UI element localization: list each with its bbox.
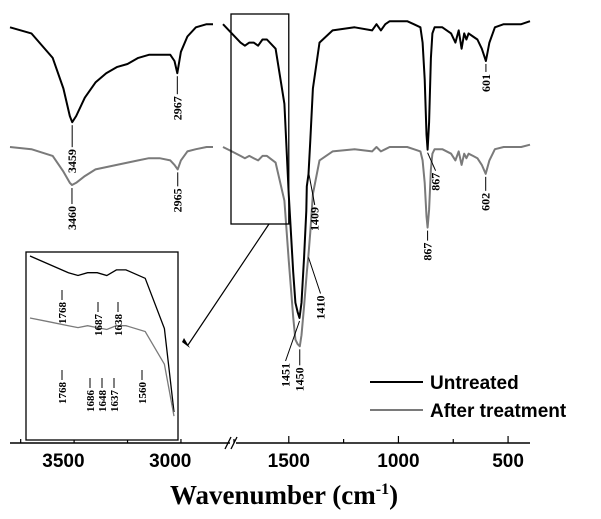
peak-label: 1410 xyxy=(314,295,328,319)
peak-label: 3460 xyxy=(65,206,79,230)
peak-annotations: 3459 2967 867 601 1409 3460 2965 867 602 1410 1451… xyxy=(65,63,493,391)
x-tick-label: 500 xyxy=(492,451,524,472)
inset-peak-label: 1768 xyxy=(57,382,69,405)
peak-leader-line xyxy=(308,257,321,294)
x-tick-label: 1500 xyxy=(268,451,310,472)
peak-label: 3459 xyxy=(65,149,79,173)
inset-frame xyxy=(25,251,179,441)
peak-label: 867 xyxy=(429,173,443,191)
series-line-after-treatment-right xyxy=(222,143,531,348)
inset-series-line xyxy=(29,255,175,413)
series-line-after-treatment-left xyxy=(9,146,213,186)
x-axis-title: Wavenumber (cm-1) xyxy=(170,480,398,510)
inset-series-line xyxy=(29,317,175,417)
peak-label: 1450 xyxy=(293,367,307,391)
peak-label: 602 xyxy=(479,193,493,211)
zoom-arrow xyxy=(187,223,270,346)
series-line-untreated-right xyxy=(222,20,531,319)
series-layer xyxy=(9,20,531,348)
axes: 3500 3000 1500 1000 500 xyxy=(10,436,530,472)
inset-peak-label: 1648 xyxy=(97,390,109,413)
peak-label: 1409 xyxy=(308,207,322,231)
peak-leader-line xyxy=(427,152,437,171)
x-tick-label: 3500 xyxy=(42,451,84,472)
inset-peak-label: 1686 xyxy=(85,390,97,413)
inset-peak-label: 1638 xyxy=(113,314,125,337)
peak-label: 1451 xyxy=(279,363,293,387)
peak-label: 867 xyxy=(421,243,435,261)
axis-break-mark xyxy=(224,436,232,450)
x-axis-title-superscript: -1 xyxy=(376,481,389,498)
peak-leader-line xyxy=(285,320,301,362)
inset-peak-label: 1768 xyxy=(57,302,69,325)
series-line-untreated-left xyxy=(9,23,213,124)
zoom-arrowhead xyxy=(182,338,190,348)
inset-peak-label: 1560 xyxy=(137,382,149,405)
peak-label: 601 xyxy=(479,74,493,92)
peak-label: 2967 xyxy=(170,96,184,120)
x-axis-title-close: ) xyxy=(389,480,398,510)
x-tick-label: 3000 xyxy=(149,451,191,472)
inset-peak-label: 1687 xyxy=(93,314,105,337)
legend: Untreated After treatment xyxy=(370,373,567,422)
inset: 1768 1687 1638 1768 1686 1648 1637 1560 xyxy=(25,13,290,441)
inset-peak-label: 1637 xyxy=(109,390,121,413)
legend-label-untreated: Untreated xyxy=(430,373,519,394)
zoom-region-box xyxy=(230,13,290,225)
x-axis-title-main: Wavenumber (cm xyxy=(170,480,376,510)
legend-label-after-treatment: After treatment xyxy=(430,401,567,422)
x-tick-label: 1000 xyxy=(377,451,419,472)
peak-leader-line xyxy=(308,172,316,206)
peak-label: 2965 xyxy=(171,188,185,212)
